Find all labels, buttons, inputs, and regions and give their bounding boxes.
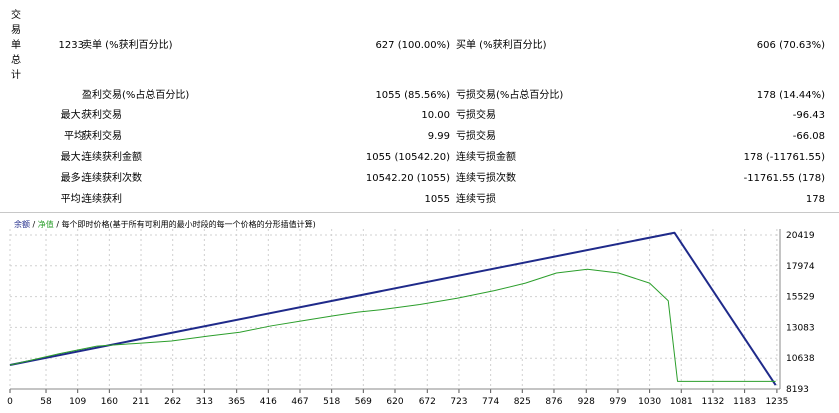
x-tick-label: 1183 [733,397,756,407]
sell-label: 卖单 (%获利百分比) [82,40,173,51]
profit-trades-value: 1055 (85.56%) [375,90,450,101]
avg-loss-label: 亏损交易 [456,131,496,142]
x-tick-label: 0 [7,397,13,407]
side-label-char: 交 [11,10,21,21]
avg-profit-label: 获利交易 [82,131,122,142]
consecutive-profit-count-value: 10542.20 (1055) [365,173,450,184]
buy-value: 606 (70.63%) [756,40,825,51]
loss-trades-value: 178 (14.44%) [756,90,825,101]
report-row-average-trade: 平均 获利交易 9.99 亏损交易 -66.08 [0,127,839,147]
max-loss-value: -96.43 [792,110,825,121]
row-prefix: 最大: [60,152,84,163]
trade-summary-report: 交 易 单 总 计 1233 卖单 (%获利百分比) 627 (100.00%)… [0,8,839,210]
legend-description: 每个即时价格(基于所有可利用的最小时段的每一个价格的分形插值计算) [61,220,316,229]
x-tick-label: 211 [132,397,149,407]
x-tick-label: 569 [355,397,372,407]
legend-separator: / [53,220,62,229]
x-tick-label: 774 [482,397,499,407]
avg-consecutive-profit-label: 连续获利 [82,194,122,205]
total-trades-value: 1233 [58,40,84,51]
x-tick-label: 620 [386,397,403,407]
x-tick-label: 518 [323,397,340,407]
y-tick-label: 10638 [786,354,815,364]
x-tick-label: 979 [609,397,626,407]
x-tick-label: 1081 [670,397,693,407]
profit-trades-label: 盈利交易(%占总百分比) [82,90,190,101]
consecutive-loss-count-label: 连续亏损次数 [456,173,516,184]
report-row-max-consecutive: 最大: 连续获利金额 1055 (10542.20) 连续亏损金额 178 (-… [0,148,839,168]
chart-legend: 余额 / 净值 / 每个即时价格(基于所有可利用的最小时段的每一个价格的分形插值… [14,219,316,230]
y-tick-label: 13083 [786,323,815,333]
x-tick-label: 723 [450,397,467,407]
report-row-max-trade: 最大: 获利交易 10.00 亏损交易 -96.43 [0,106,839,126]
x-tick-label: 416 [260,397,277,407]
max-profit-label: 获利交易 [82,110,122,121]
avg-consecutive-loss-value: 178 [805,194,825,205]
y-tick-label: 15529 [786,293,815,303]
x-tick-label: 58 [40,397,52,407]
consecutive-profit-count-label: 连续获利次数 [82,173,142,184]
x-tick-label: 1132 [701,397,724,407]
consecutive-loss-amount-label: 连续亏损金额 [456,152,516,163]
report-row-average-consecutive: 平均: 连续获利 1055 连续亏损 178 [0,190,839,210]
x-tick-label: 672 [419,397,436,407]
consecutive-profit-amount-value: 1055 (10542.20) [365,152,450,163]
x-tick-label: 1030 [638,397,661,407]
x-tick-label: 109 [69,397,86,407]
balance-equity-chart: 20419 17974 15529 13083 10638 8193 0 58 109 160 21… [0,212,839,413]
avg-consecutive-loss-label: 连续亏损 [456,194,496,205]
x-tick-label: 467 [291,397,308,407]
avg-consecutive-profit-value: 1055 [424,194,450,205]
report-row-sell-buy: 1233 卖单 (%获利百分比) 627 (100.00%) 买单 (%获利百分… [0,36,839,56]
consecutive-profit-amount-label: 连续获利金额 [82,152,142,163]
max-profit-value: 10.00 [421,110,450,121]
x-tick-label: 160 [101,397,118,407]
legend-equity: 净值 [37,220,54,229]
legend-separator: / [30,220,38,229]
balance-series-line [9,231,777,386]
avg-loss-value: -66.08 [792,131,825,142]
x-tick-label: 262 [164,397,181,407]
consecutive-loss-amount-value: 178 (-11761.55) [743,152,825,163]
side-label-char: 计 [11,70,21,81]
side-label-char: 易 [11,25,21,36]
x-tick-label: 365 [228,397,245,407]
y-tick-label: 17974 [786,262,815,272]
x-tick-label: 1235 [765,397,788,407]
row-prefix: 平均: [60,194,84,205]
x-tick-label: 825 [514,397,531,407]
loss-trades-label: 亏损交易(%占总百分比) [456,90,564,101]
report-row-most-consecutive: 最多: 连续获利次数 10542.20 (1055) 连续亏损次数 -11761… [0,169,839,189]
buy-label: 买单 (%获利百分比) [456,40,547,51]
side-label-char: 总 [11,55,21,66]
equity-series-line [9,268,776,382]
avg-profit-value: 9.99 [427,131,450,142]
max-loss-label: 亏损交易 [456,110,496,121]
y-tick-label: 20419 [786,231,815,241]
row-prefix: 平均 [64,131,84,142]
x-tick-label: 313 [196,397,213,407]
side-label-char: 单 [11,40,21,51]
report-row-profit-loss: 盈利交易(%占总百分比) 1055 (85.56%) 亏损交易(%占总百分比) … [0,86,839,106]
row-prefix: 最大: [60,110,84,121]
row-prefix: 最多: [60,173,84,184]
legend-balance: 余额 [14,220,30,229]
trade-summary-side-label: 交 易 单 总 计 [10,8,22,83]
consecutive-loss-count-value: -11761.55 (178) [743,173,825,184]
sell-value: 627 (100.00%) [375,40,450,51]
x-tick-label: 876 [545,397,562,407]
x-tick-label: 928 [578,397,595,407]
chart-canvas: 20419 17974 15529 13083 10638 8193 0 58 109 160 21… [7,229,815,407]
y-tick-label: 8193 [786,385,809,395]
